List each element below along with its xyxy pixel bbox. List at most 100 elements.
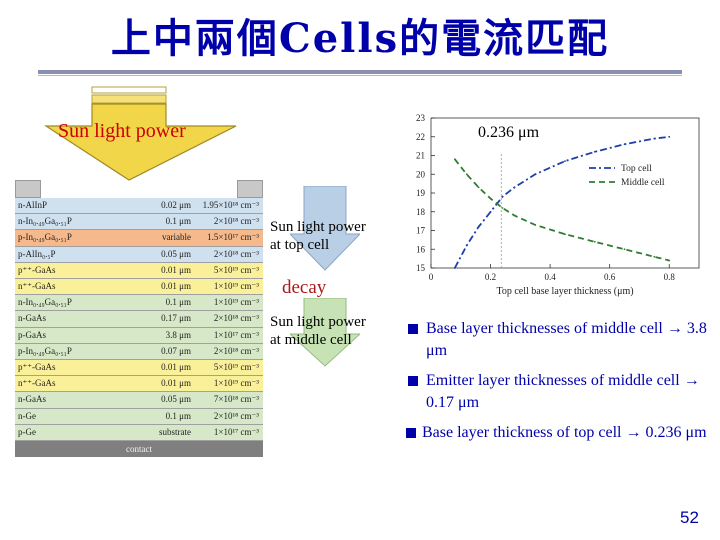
layer-doping: 1×10¹⁷ cm⁻³	[213, 329, 259, 340]
layer-name: p-GaAs	[18, 329, 46, 340]
layer-row: n⁺⁺-GaAs 0.01 μm 1×10¹⁹ cm⁻³	[15, 279, 263, 296]
layer-name: p-Ge	[18, 426, 36, 437]
bullet-text: Base layer thickness of top cell →	[422, 424, 646, 441]
layer-thickness: substrate	[159, 426, 191, 437]
data-point	[489, 210, 492, 213]
data-point	[465, 244, 468, 247]
layer-row: n-In₀.₄₉Ga₀.₅₁P 0.1 μm 2×10¹⁸ cm⁻³	[15, 214, 263, 231]
layer-doping: 1×10¹⁷ cm⁻³	[213, 426, 259, 437]
x-tick-label: 0.8	[664, 272, 676, 282]
top-cell-arrow	[290, 186, 360, 271]
data-point	[513, 214, 516, 217]
data-point	[477, 186, 480, 189]
bullet-value: 3.8 μm	[426, 320, 707, 359]
layer-row: p-In₀.₄₉Ga₀.₅₁P variable 1.5×10¹⁷ cm⁻³	[15, 230, 263, 247]
top-power-line1: Sun light power	[270, 219, 366, 235]
page-number: 52	[680, 508, 699, 527]
bullet-square-icon	[408, 324, 418, 334]
layer-name: n-GaAs	[18, 313, 46, 324]
layer-row: p-AlIn₀.₅P 0.05 μm 2×10¹⁸ cm⁻³	[15, 246, 263, 263]
data-point	[668, 259, 671, 262]
y-tick-label: 17	[416, 226, 426, 236]
layer-doping: 1.5×10¹⁷ cm⁻³	[207, 232, 259, 243]
data-point	[653, 255, 656, 258]
layer-row: p-GaAs 3.8 μm 1×10¹⁷ cm⁻³	[15, 327, 263, 344]
decay-label: decay	[282, 277, 327, 298]
data-point	[534, 223, 537, 226]
layer-name: p⁺⁺-GaAs	[18, 264, 56, 275]
layer-row: n-In₀.₄₉Ga₀.₅₁P 0.1 μm 1×10¹⁹ cm⁻³	[15, 295, 263, 312]
layer-doping: 2×10¹⁸ cm⁻³	[213, 216, 259, 227]
data-point	[477, 225, 480, 228]
bullet-list: Base layer thicknesses of middle cell → …	[404, 318, 714, 452]
layer-row: n-GaAs 0.17 μm 2×10¹⁸ cm⁻³	[15, 311, 263, 328]
mid-power-line1: Sun light power	[270, 314, 366, 330]
layer-stack: n-AlInP 0.02 μm 1.95×10¹⁸ cm⁻³ n-In₀.₄₉Ga₀.…	[15, 180, 263, 468]
series-line-1	[454, 158, 670, 262]
y-tick-label: 20	[416, 169, 426, 179]
layer-thickness: 0.01 μm	[161, 281, 191, 291]
layer-name: p-AlIn₀.₅P	[18, 248, 56, 259]
data-point	[564, 160, 566, 163]
layer-row: n-AlInP 0.02 μm 1.95×10¹⁸ cm⁻³	[15, 198, 263, 215]
layer-thickness: 0.17 μm	[161, 313, 191, 324]
layer-name: n⁺⁺-GaAs	[18, 281, 56, 291]
data-point	[465, 173, 468, 176]
y-tick-label: 15	[416, 263, 426, 273]
layer-thickness: 0.1 μm	[165, 410, 191, 421]
data-point	[501, 195, 504, 198]
y-tick-label: 16	[416, 244, 426, 254]
layer-thickness: 0.01 μm	[161, 378, 191, 389]
middle-cell-arrow	[290, 298, 360, 367]
data-point	[564, 233, 566, 236]
x-tick-label: 0	[429, 272, 434, 282]
data-point	[513, 186, 516, 189]
layer-thickness: 0.07 μm	[161, 345, 191, 356]
bullet-value: 0.17 μm	[426, 394, 480, 411]
layer-row: p⁺⁺-GaAs 0.01 μm 5×10¹⁹ cm⁻³	[15, 360, 263, 377]
stack-cap-right	[237, 180, 263, 198]
layer-row: n⁺⁺-GaAs 0.01 μm 1×10¹⁹ cm⁻³	[15, 376, 263, 393]
layer-doping: 1×10¹⁹ cm⁻³	[213, 297, 259, 308]
slide-title: 上中兩個Cells的電流匹配	[110, 15, 610, 62]
y-tick-label: 21	[416, 151, 425, 161]
bullet-square-icon	[406, 428, 416, 438]
y-tick-label: 19	[416, 188, 426, 198]
layer-name: n-In₀.₄₉Ga₀.₅₁P	[18, 216, 72, 227]
bullet-top-base: Base layer thickness of top cell → 0.236…	[404, 422, 714, 444]
layer-row: n-Ge 0.1 μm 2×10¹⁸ cm⁻³	[15, 408, 263, 425]
x-tick-label: 0.6	[604, 272, 616, 282]
bullet-middle-emitter: Emitter layer thicknesses of middle cell…	[404, 370, 714, 414]
series-line-0	[454, 135, 670, 269]
layer-thickness: 0.01 μm	[161, 264, 191, 275]
x-tick-label: 0.4	[544, 272, 556, 282]
layer-thickness: 3.8 μm	[165, 329, 191, 340]
layer-doping: 1×10¹⁹ cm⁻³	[213, 378, 259, 389]
current-matching-chart: 15 16 17 18 19 20 21 22 23 0 0.2 0.4 0.6 0.8 Top cell …	[416, 113, 700, 297]
bullet-value: 0.236 μm	[645, 424, 707, 441]
stack-cap-left	[15, 180, 41, 198]
layer-thickness: 0.02 μm	[161, 200, 191, 210]
data-point	[653, 137, 656, 140]
title-underline	[38, 70, 682, 74]
layer-name: p-In₀.₄₉Ga₀.₅₁P	[18, 345, 72, 356]
data-point	[453, 158, 456, 161]
layer-doping: 1×10¹⁹ cm⁻³	[213, 281, 259, 291]
layer-doping: 5×10¹⁹ cm⁻³	[213, 264, 259, 275]
y-tick-label: 18	[416, 207, 426, 217]
layer-name: n-GaAs	[18, 394, 46, 405]
layer-thickness: 0.05 μm	[161, 248, 191, 259]
data-point	[534, 173, 537, 176]
layer-doping: 2×10¹⁸ cm⁻³	[213, 248, 259, 259]
bullet-text: Base layer thicknesses of middle cell →	[426, 320, 687, 337]
layer-thickness: 0.01 μm	[161, 362, 191, 372]
title-underline-thin	[38, 75, 682, 76]
mid-power-line2: at middle cell	[270, 332, 352, 348]
layer-doping: 5×10¹⁹ cm⁻³	[213, 362, 259, 372]
layer-doping: 1.95×10¹⁸ cm⁻³	[202, 200, 259, 210]
bullet-middle-base: Base layer thicknesses of middle cell → …	[404, 318, 714, 362]
contact-layer: contact	[15, 441, 263, 457]
layer-name: p-In₀.₄₉Ga₀.₅₁P	[18, 232, 72, 243]
layer-row: p-In₀.₄₉Ga₀.₅₁P 0.07 μm 2×10¹⁸ cm⁻³	[15, 343, 263, 360]
y-tick-label: 22	[416, 132, 425, 142]
